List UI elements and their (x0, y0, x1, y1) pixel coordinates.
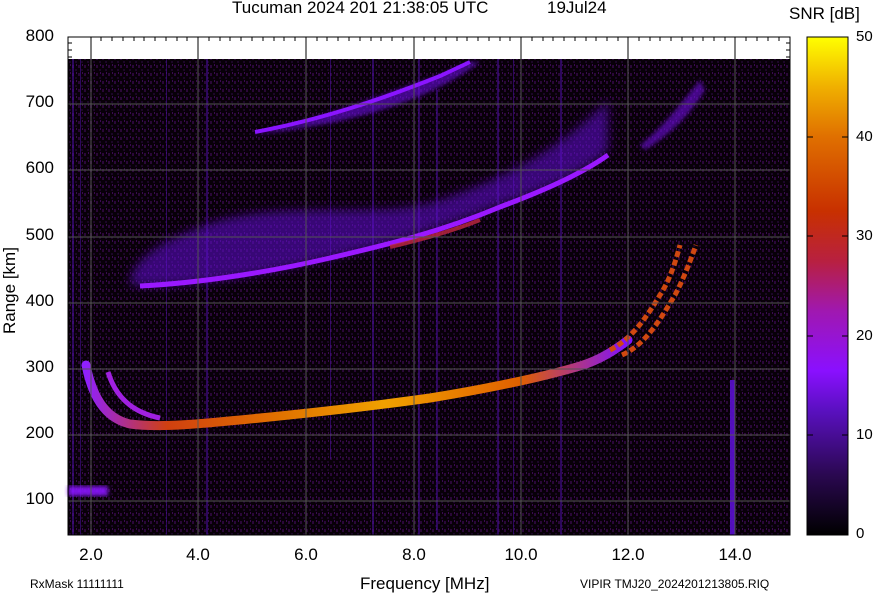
colorbar-tick-0: 0 (856, 525, 865, 542)
x-tick-2: 2.0 (79, 545, 103, 564)
x-tick-14: 14.0 (718, 545, 752, 564)
y-tick-200: 200 (25, 423, 54, 442)
chart-title: Tucuman 2024 201 21:38:05 UTC (232, 0, 489, 17)
colorbar-tick-10: 10 (856, 426, 873, 443)
x-tick-8: 8.0 (402, 545, 426, 564)
third-hop-trace (254, 60, 471, 134)
y-tick-800: 800 (25, 26, 54, 45)
rxmask-label: RxMask 11111111 (30, 577, 124, 591)
f-layer-x-trace (105, 371, 161, 421)
y-tick-500: 500 (25, 225, 54, 244)
e-layer-echo (68, 486, 108, 496)
x-tick-12: 12.0 (611, 545, 645, 564)
f-layer-o-trace (81, 335, 633, 431)
y-tick-100: 100 (25, 489, 54, 508)
colorbar-label: SNR [dB] (789, 4, 860, 23)
heatmap-background (68, 59, 790, 535)
grid (68, 37, 790, 535)
colorbar-ticks (807, 136, 848, 436)
minor-ticks (68, 37, 790, 58)
x-axis-label: Frequency [MHz] (360, 574, 490, 593)
y-tick-700: 700 (25, 92, 54, 111)
colorbar (806, 36, 849, 536)
x-tick-4: 4.0 (186, 545, 210, 564)
o-cusp-trace (608, 244, 683, 353)
interference-line (730, 380, 735, 535)
y-tick-600: 600 (25, 158, 54, 177)
file-label: VIPIR TMJ20_2024201213805.RIQ (580, 577, 770, 591)
colorbar-tick-40: 40 (856, 128, 873, 145)
colorbar-tick-50: 50 (856, 28, 873, 45)
y-tick-300: 300 (25, 357, 54, 376)
x-tick-10: 10.0 (504, 545, 538, 564)
x-tick-6: 6.0 (294, 545, 318, 564)
second-hop-trace (139, 152, 610, 289)
x-cusp-trace (620, 244, 699, 358)
chart-date: 19Jul24 (547, 0, 607, 17)
y-tick-400: 400 (25, 291, 54, 310)
colorbar-tick-20: 20 (856, 327, 873, 344)
plot-frame (67, 36, 791, 536)
spread-f-region (130, 100, 608, 286)
colorbar-tick-30: 30 (856, 227, 873, 244)
